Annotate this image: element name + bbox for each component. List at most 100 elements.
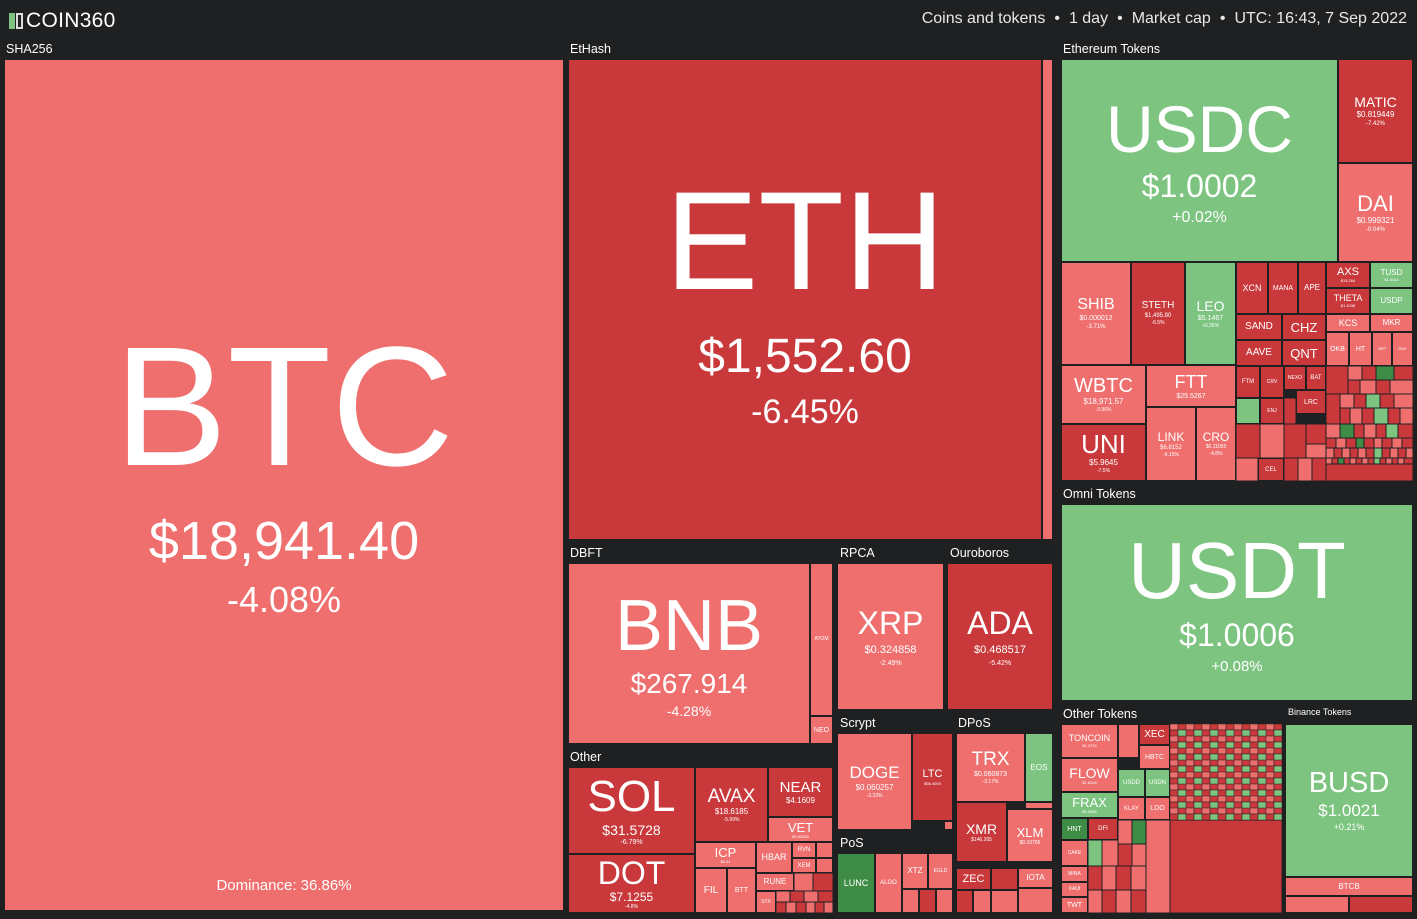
tile-other-tok-a[interactable] [1118,724,1139,758]
tile-dot[interactable]: DOT $7.1255 -4.8% [568,854,695,913]
tile-leo[interactable]: LEO $5.1467 +0.35% [1185,262,1236,365]
tile-lrc[interactable]: LRC [1296,390,1326,414]
tile-eth-token-green[interactable] [1236,398,1260,424]
tile-usdt[interactable]: USDT $1.0006 +0.08% [1061,504,1413,701]
tile-dpos-c[interactable] [991,868,1018,890]
tile-flow[interactable]: FLOW $1.6106 [1061,758,1118,792]
tile-doge[interactable]: DOGE $0.060257 -3.33% [837,733,912,830]
tile-xlm[interactable]: XLM $0.10766 [1007,809,1053,862]
tile-dpos-a[interactable] [956,890,973,913]
tile-usdp[interactable]: USDP [1370,288,1413,314]
tile-matic[interactable]: MATIC $0.819449 -7.42% [1338,59,1413,163]
tile-icp[interactable]: ICP $6.31 [695,842,756,868]
tile-wbtc[interactable]: WBTC $18,971.57 -3.96% [1061,365,1146,424]
tile-stx[interactable]: STX [756,891,776,913]
tile-rune[interactable]: RUNE [756,873,794,891]
tile-ethash-small[interactable] [1042,59,1053,540]
tile-binance-b[interactable] [1349,896,1413,913]
tile-mina[interactable]: MINA [1061,866,1088,882]
tile-algo[interactable]: ALGO [875,853,902,913]
tile-grt[interactable]: GRT [1372,332,1392,366]
tile-klay[interactable]: KLAY [1118,797,1145,820]
tile-xtz[interactable]: XTZ [902,853,928,889]
tile-avax[interactable]: AVAX $18.6185 -5.99% [695,767,768,842]
tile-theta[interactable]: THETA $1.1036 [1326,288,1370,314]
tile-ht[interactable]: HT [1349,332,1372,366]
tile-ape[interactable]: APE [1298,262,1326,314]
tile-ftm[interactable]: FTM [1236,366,1260,398]
tile-usdd[interactable]: USDD [1118,769,1145,797]
tile-vet[interactable]: VET $0.02330 [768,817,833,842]
tile-kcs[interactable]: KCS [1326,314,1370,332]
tile-xaut[interactable]: XAUt [1061,882,1088,897]
tile-steth[interactable]: STETH $1,495.80 -6.5% [1131,262,1185,365]
tile-fil[interactable]: FIL [695,868,727,913]
tile-hnt[interactable]: HNT [1061,818,1088,840]
tile-pos-b[interactable] [919,889,936,913]
tile-other-small-2[interactable] [816,858,833,873]
tile-neo[interactable]: NEO [810,716,833,744]
tile-lunc[interactable]: LUNC [837,853,875,913]
tile-aave[interactable]: AAVE [1236,340,1282,366]
tile-toncoin[interactable]: TONCOIN $1.4733 [1061,724,1118,758]
tile-link[interactable]: LINK $6.8152 -6.15% [1146,407,1196,481]
tile-bnb[interactable]: BNB $267.914 -4.28% [568,563,810,744]
tile-chz[interactable]: CHZ [1282,314,1326,340]
tile-dai[interactable]: DAI $0.999321 -0.04% [1338,163,1413,262]
tile-other-small-1[interactable] [816,842,833,858]
tile-dpos-e[interactable] [1018,888,1053,913]
tile-twt[interactable]: TWT [1061,897,1088,913]
tile-tusd[interactable]: TUSD $1.0011 [1370,262,1413,288]
tile-eth[interactable]: ETH $1,552.60 -6.45% [568,59,1042,540]
tile-binance-a[interactable] [1285,896,1349,913]
tile-crv[interactable]: CRV [1260,366,1284,398]
tile-ldo[interactable]: LDO [1145,797,1170,820]
tile-xmr[interactable]: XMR $146.265 [956,802,1007,862]
tile-mkr[interactable]: MKR [1370,314,1413,332]
tile-xec[interactable]: XEC [1139,724,1170,745]
tile-dpos-b[interactable] [973,890,991,913]
tile-sand[interactable]: SAND [1236,314,1282,340]
tile-eos[interactable]: EOS [1025,733,1053,802]
tile-btt[interactable]: BTT [727,868,756,913]
tile-mana[interactable]: MANA [1268,262,1298,314]
tile-iota[interactable]: IOTA [1018,868,1053,888]
tile-trx[interactable]: TRX $0.060873 -3.17% [956,733,1025,802]
metric-select[interactable]: Market cap [1131,10,1211,27]
tile-snx[interactable]: SNX [1392,332,1413,366]
tile-dpos-small[interactable] [1025,802,1053,809]
tile-pos-c[interactable] [936,889,953,913]
tile-sol[interactable]: SOL $31.5728 -6.79% [568,767,695,854]
tile-dpos-d[interactable] [991,890,1018,913]
coin360-logo[interactable]: COIN360 [9,9,116,33]
tile-xem[interactable]: XEM [792,858,816,873]
tile-usdc[interactable]: USDC $1.0002 +0.02% [1061,59,1338,262]
tile-scrypt-small[interactable] [944,821,953,830]
tile-hbtc[interactable]: HBTC [1139,745,1170,769]
tile-ltc[interactable]: LTC $56.4000 [912,733,953,821]
tile-egld[interactable]: EGLD [928,853,953,889]
tile-ftt[interactable]: FTT $25.5267 [1146,365,1236,407]
tile-busd[interactable]: BUSD $1.0021 +0.21% [1285,724,1413,877]
tile-near[interactable]: NEAR $4.1609 [768,767,833,817]
tile-usdn[interactable]: USDN [1145,769,1170,797]
tile-frax[interactable]: FRAX $0.9966 [1061,792,1118,818]
tile-btc[interactable]: BTC $18,941.40 -4.08% Dominance: 36.86% [4,59,564,911]
tile-qnt[interactable]: QNT [1282,340,1326,366]
tile-cake[interactable]: CAKE [1061,840,1088,866]
filter-type[interactable]: Coins and tokens [921,10,1046,27]
tile-shib[interactable]: SHIB $0.000012 -3.71% [1061,262,1131,365]
tile-btcb[interactable]: BTCB [1285,877,1413,896]
tile-uni[interactable]: UNI $5.9645 -7.5% [1061,424,1146,481]
tile-axs[interactable]: AXS $13.264 [1326,262,1370,288]
tile-rvn[interactable]: RVN [792,842,816,858]
tile-hbar[interactable]: HBAR [756,842,792,873]
tile-zec[interactable]: ZEC [956,868,991,890]
period-select[interactable]: 1 day [1068,10,1109,27]
tile-ada[interactable]: ADA $0.468517 -5.42% [947,563,1053,710]
tile-okb[interactable]: OKB [1326,332,1349,366]
tile-nexo[interactable]: NEXO [1284,366,1306,390]
tile-atom[interactable]: ATOM [810,563,833,716]
tile-cro[interactable]: CRO $0.11055 -4.8% [1196,407,1236,481]
tile-xcn[interactable]: XCN [1236,262,1268,314]
